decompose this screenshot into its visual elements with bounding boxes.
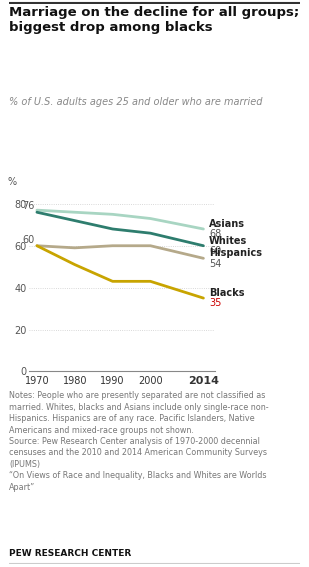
Text: Blacks: Blacks <box>209 288 245 298</box>
Text: PEW RESEARCH CENTER: PEW RESEARCH CENTER <box>9 549 132 558</box>
Text: 60: 60 <box>209 246 221 256</box>
Text: 35: 35 <box>209 298 222 308</box>
Text: 76: 76 <box>23 201 35 211</box>
Text: 54: 54 <box>209 259 222 269</box>
Text: %: % <box>7 177 16 187</box>
Text: % of U.S. adults ages 25 and older who are married: % of U.S. adults ages 25 and older who a… <box>9 97 263 107</box>
Text: 68: 68 <box>209 229 221 239</box>
Text: Notes: People who are presently separated are not classified as
married. Whites,: Notes: People who are presently separate… <box>9 391 269 492</box>
Text: Whites: Whites <box>209 235 247 246</box>
Text: Marriage on the decline for all groups;
biggest drop among blacks: Marriage on the decline for all groups; … <box>9 6 299 34</box>
Text: Hispanics: Hispanics <box>209 248 262 258</box>
Text: Asians: Asians <box>209 219 245 229</box>
Text: 60: 60 <box>23 235 35 245</box>
